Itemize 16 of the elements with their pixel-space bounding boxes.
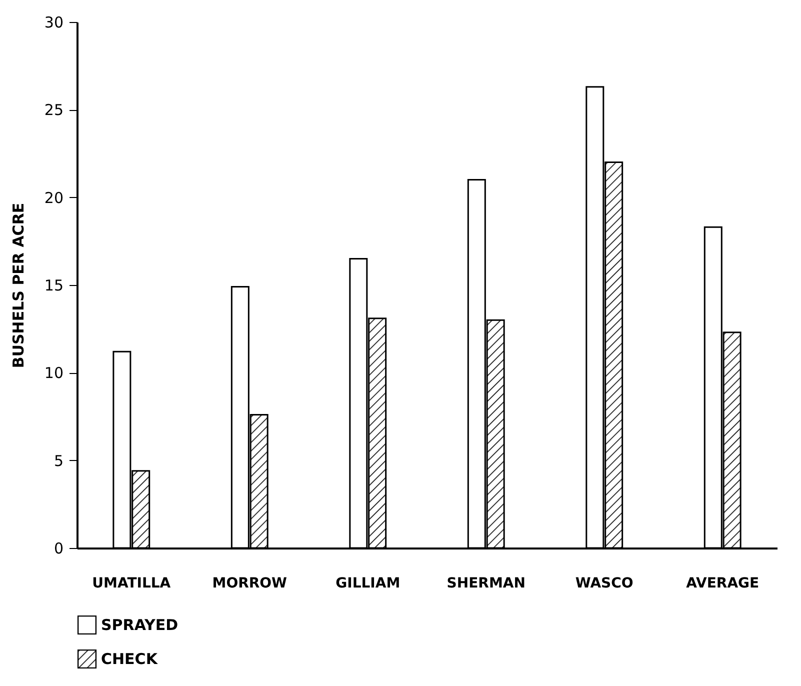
x-tick-label: AVERAGE — [686, 576, 760, 592]
x-tick-label: MORROW — [212, 576, 288, 592]
y-tick-label: 15 — [44, 276, 64, 294]
x-tick-label: UMATILLA — [92, 576, 171, 592]
x-tick-label: WASCO — [575, 576, 634, 592]
legend-label: SPRAYED — [101, 616, 178, 634]
y-tick-label: 30 — [44, 14, 64, 32]
y-tick-label: 20 — [44, 188, 64, 207]
legend-label: CHECK — [101, 650, 159, 668]
y-tick-label: 25 — [44, 101, 64, 120]
x-tick-label: SHERMAN — [446, 576, 526, 592]
y-tick-label: 10 — [44, 364, 64, 382]
y-axis-title: BUSHELS PER ACRE — [9, 202, 28, 368]
y-tick-label: 5 — [54, 452, 64, 470]
x-tick-label: GILLIAM — [336, 576, 400, 592]
y-tick-label: 0 — [54, 540, 64, 558]
